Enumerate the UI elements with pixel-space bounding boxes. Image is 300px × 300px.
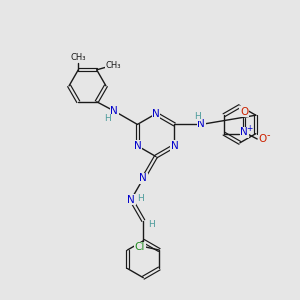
Text: N: N — [134, 141, 141, 151]
Text: O: O — [258, 134, 267, 144]
Text: H: H — [104, 114, 111, 123]
Text: H: H — [137, 194, 144, 202]
Text: N: N — [127, 194, 135, 205]
Text: N: N — [140, 173, 147, 183]
Text: CH₃: CH₃ — [70, 53, 86, 62]
Text: Cl: Cl — [135, 242, 145, 252]
Text: N: N — [171, 141, 178, 151]
Text: N: N — [110, 106, 118, 116]
Text: N: N — [197, 119, 205, 129]
Text: O: O — [240, 107, 248, 117]
Text: -: - — [267, 130, 270, 140]
Text: H: H — [148, 220, 155, 229]
Text: N: N — [152, 109, 160, 119]
Text: N: N — [240, 127, 248, 137]
Text: CH₃: CH₃ — [105, 61, 121, 70]
Text: +: + — [246, 124, 252, 133]
Text: H: H — [194, 112, 201, 121]
